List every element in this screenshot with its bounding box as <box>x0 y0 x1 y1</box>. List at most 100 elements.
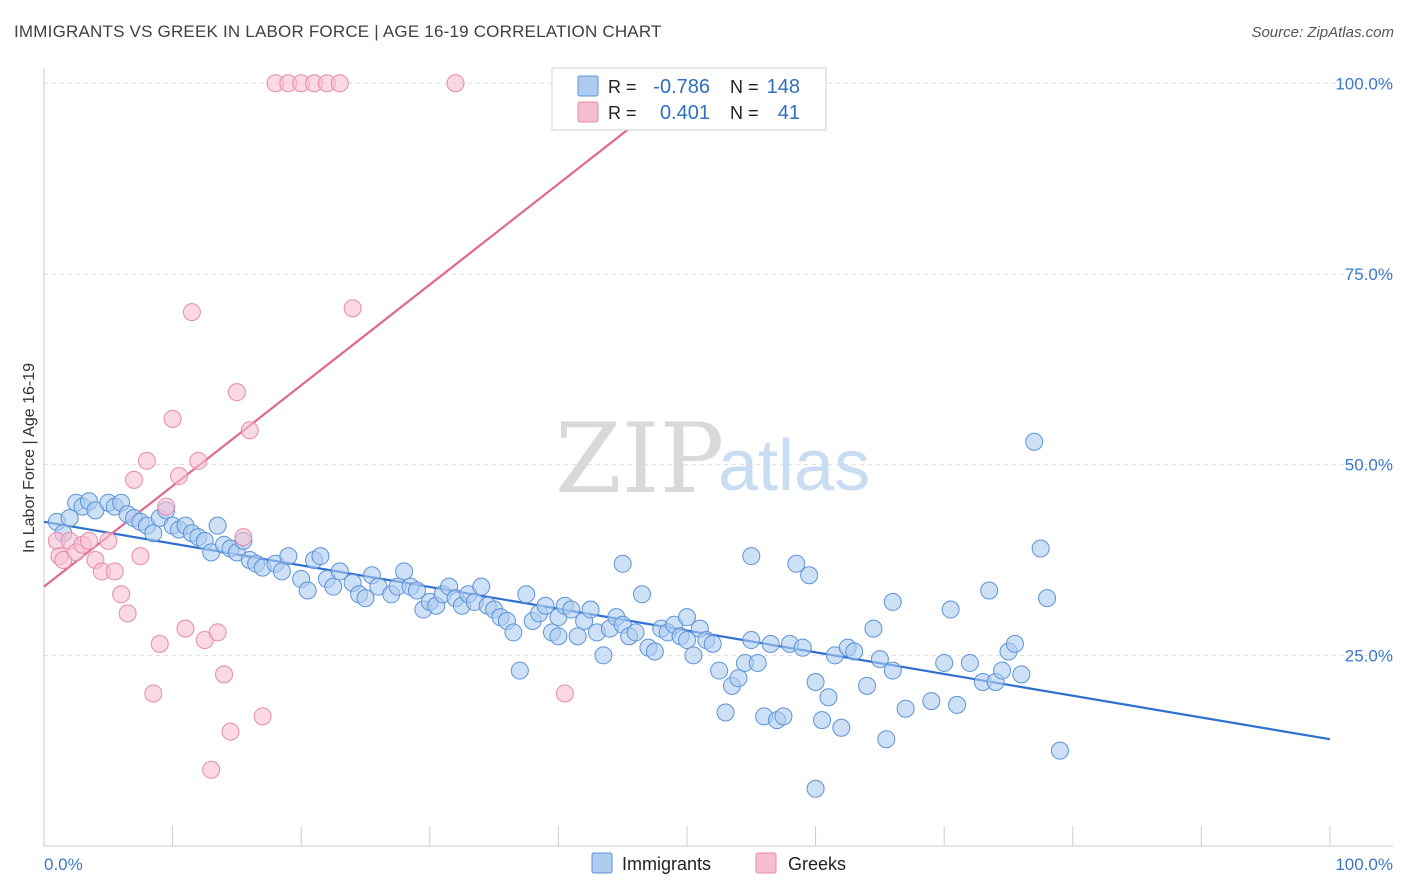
immigrants-point <box>324 577 343 596</box>
y-tick-label: 75.0% <box>1345 265 1393 284</box>
immigrants-point <box>883 661 902 680</box>
immigrants-point <box>510 661 529 680</box>
immigrants-point <box>787 554 806 573</box>
immigrants-point <box>748 653 767 672</box>
immigrants-point <box>594 646 613 665</box>
greeks-point <box>105 562 124 581</box>
immigrants-point <box>1025 432 1044 451</box>
immigrants-point <box>645 642 664 661</box>
greeks-point <box>221 722 240 741</box>
legend-top: R = -0.786 N = 148 R = 0.401 N = 41 <box>551 67 827 131</box>
immigrants-point <box>703 634 722 653</box>
immigrants-point <box>883 592 902 611</box>
legend-bottom-label-immigrants: Immigrants <box>622 854 711 874</box>
y-axis-label: In Labor Force | Age 16-19 <box>21 363 38 553</box>
greeks-point <box>176 619 195 638</box>
legend-n-value-immigrants: 148 <box>767 76 800 98</box>
x-tick-label-min: 0.0% <box>44 855 83 874</box>
immigrants-point <box>941 600 960 619</box>
immigrants-point <box>279 547 298 566</box>
immigrants-point <box>1050 741 1069 760</box>
y-tick-label: 50.0% <box>1345 456 1393 475</box>
immigrants-point <box>581 600 600 619</box>
legend-r-value-immigrants: -0.786 <box>653 76 710 98</box>
immigrants-point <box>1012 665 1031 684</box>
immigrants-point <box>877 730 896 749</box>
immigrants-point <box>632 585 651 604</box>
greeks-point <box>125 470 144 489</box>
greeks-point <box>157 497 176 516</box>
chart-source: Source: ZipAtlas.com <box>1251 24 1394 41</box>
immigrants-point <box>613 554 632 573</box>
immigrants-point <box>298 581 317 600</box>
y-tick-label: 25.0% <box>1345 646 1393 665</box>
immigrants-point <box>330 562 349 581</box>
immigrants-point <box>960 653 979 672</box>
immigrants-point <box>395 562 414 581</box>
greeks-point <box>227 383 246 402</box>
greeks-point <box>330 74 349 93</box>
immigrants-point <box>517 585 536 604</box>
immigrants-point <box>935 653 954 672</box>
watermark-atlas: atlas <box>718 426 870 506</box>
immigrants-point <box>832 718 851 737</box>
legend-n-value-greeks: 41 <box>778 102 800 124</box>
greeks-point <box>118 604 137 623</box>
greeks-point <box>163 409 182 428</box>
immigrants-point <box>729 669 748 688</box>
immigrants-point <box>562 600 581 619</box>
immigrants-point <box>568 627 587 646</box>
immigrants-point <box>684 646 703 665</box>
greeks-point <box>202 760 221 779</box>
immigrants-point <box>742 631 761 650</box>
immigrants-point <box>710 661 729 680</box>
legend-swatch-immigrants <box>577 75 599 97</box>
greeks-point <box>112 585 131 604</box>
immigrants-point <box>800 566 819 585</box>
legend-bottom-swatch-greeks <box>755 852 777 874</box>
greeks-point <box>446 74 465 93</box>
immigrants-point <box>858 676 877 695</box>
immigrants-point <box>742 547 761 566</box>
greeks-point <box>170 467 189 486</box>
immigrants-point <box>761 634 780 653</box>
greeks-point <box>253 707 272 726</box>
x-tick-label-max: 100.0% <box>1335 855 1393 874</box>
greeks-point <box>150 634 169 653</box>
immigrants-point <box>922 692 941 711</box>
immigrants-point <box>864 619 883 638</box>
legend-r-label-greeks: R = <box>608 103 637 123</box>
immigrants-point <box>806 779 825 798</box>
immigrants-point <box>793 638 812 657</box>
greeks-point <box>99 531 118 550</box>
immigrants-point <box>272 562 291 581</box>
greeks-point <box>144 684 163 703</box>
greeks-point <box>182 303 201 322</box>
immigrants-point <box>549 627 568 646</box>
immigrants-point <box>948 695 967 714</box>
greeks-point <box>189 451 208 470</box>
immigrants-point <box>678 608 696 627</box>
greeks-point <box>137 451 156 470</box>
legend-r-label-immigrants: R = <box>608 77 637 97</box>
greeks-point <box>208 623 227 642</box>
immigrants-point <box>1031 539 1050 558</box>
legend-r-value-greeks: 0.401 <box>660 102 710 124</box>
legend-n-label-greeks: N = <box>730 103 759 123</box>
greeks-trend-line <box>43 82 688 588</box>
immigrants-point <box>356 589 375 608</box>
greeks-point <box>80 531 99 550</box>
axes <box>43 68 1393 847</box>
immigrants-point <box>980 581 999 600</box>
legend-n-label-immigrants: N = <box>730 77 759 97</box>
immigrants-point <box>716 703 735 722</box>
chart-title: IMMIGRANTS VS GREEK IN LABOR FORCE | AGE… <box>14 22 662 41</box>
data-points <box>47 74 1069 798</box>
immigrants-point <box>819 688 838 707</box>
immigrants-point <box>311 547 330 566</box>
watermark-zip: ZIP <box>555 403 724 515</box>
greeks-point <box>555 684 574 703</box>
immigrants-point <box>504 623 523 642</box>
immigrants-point <box>993 661 1012 680</box>
